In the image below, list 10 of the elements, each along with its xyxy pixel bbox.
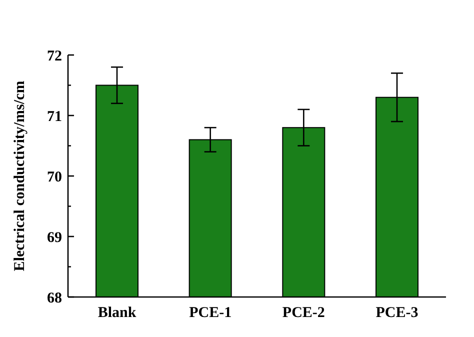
x-tick-label: PCE-1	[189, 305, 232, 321]
x-tick-label: PCE-3	[376, 305, 418, 321]
y-tick-label: 70	[47, 169, 62, 186]
y-tick-label: 72	[47, 48, 62, 64]
y-tick-label: 69	[47, 230, 62, 246]
x-tick-label: Blank	[98, 305, 137, 321]
y-tick-label: 71	[47, 108, 62, 125]
y-tick-label: 68	[47, 290, 62, 306]
x-tick-label: PCE-2	[282, 305, 325, 321]
y-axis-title: Electrical conductivity/ms/cm	[12, 80, 28, 272]
